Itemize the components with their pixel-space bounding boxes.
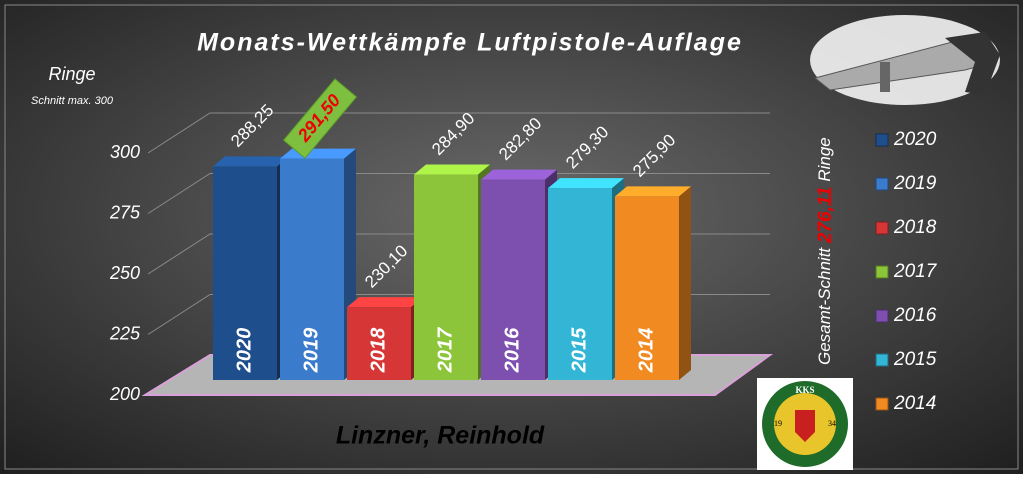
legend-swatch [876,354,888,366]
bar-top [213,156,289,166]
bar-year-label: 2017 [434,327,456,373]
legend-swatch [876,222,888,234]
bar-top [548,178,624,188]
legend-swatch [876,178,888,190]
logo-text: KKS [795,385,814,395]
legend-swatch [876,134,888,146]
chart-title: Monats-Wettkämpfe Luftpistole-Auflage [197,29,743,57]
footer: Linzner, Reinhold [336,422,545,450]
bar-top [347,297,423,307]
bar-year-label: 2016 [501,327,523,373]
y-axis-label: Ringe [48,64,95,84]
legend-swatch [876,398,888,410]
legend-label: 2020 [893,129,937,150]
bar-top [414,165,490,175]
bar-year-label: 2015 [568,327,590,373]
legend-label: 2018 [893,217,937,238]
legend-label: 2014 [893,393,936,414]
bar-year-label: 2014 [635,328,657,374]
y-tick-label: 275 [109,202,141,222]
bar-year-label: 2018 [367,327,389,373]
y-tick-label: 225 [109,323,141,343]
bar-side [679,186,691,380]
bar-year-label: 2019 [300,327,322,373]
bar-top [615,186,691,196]
average-annotation: Gesamt-Schnitt 276,11 Ringe [815,137,836,365]
annotation-value: 276,11 [815,186,836,244]
annotation-suffix: Ringe [815,137,834,181]
y-axis-sublabel: Schnitt max. 300 [31,95,114,107]
chart: Monats-Wettkämpfe Luftpistole-Auflage Ri… [0,0,1023,474]
legend-swatch [876,266,888,278]
y-tick-label: 200 [109,384,140,404]
legend-label: 2016 [893,305,937,326]
y-tick-label: 250 [109,263,140,283]
legend-swatch [876,310,888,322]
pistol-image [810,15,1000,105]
bar-top [280,149,356,159]
legend-label: 2015 [893,349,937,370]
annotation-prefix: Gesamt-Schnitt [815,247,834,365]
logo-text: 19 [774,419,782,428]
club-logo: KKS 19 34 [757,378,853,470]
bar-top [481,170,557,180]
legend-label: 2017 [893,261,938,282]
logo-text: 34 [828,419,836,428]
legend-label: 2019 [893,173,937,194]
bar-year-label: 2020 [233,328,255,374]
y-tick-label: 300 [110,142,140,162]
